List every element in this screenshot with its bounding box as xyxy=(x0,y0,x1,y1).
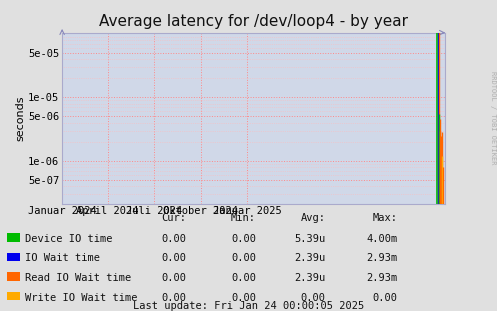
Y-axis label: seconds: seconds xyxy=(15,95,25,141)
Text: 5.39u: 5.39u xyxy=(294,234,326,244)
Text: 4.00m: 4.00m xyxy=(366,234,398,244)
Text: Avg:: Avg: xyxy=(301,213,326,223)
Text: 0.00: 0.00 xyxy=(301,293,326,303)
Text: 2.39u: 2.39u xyxy=(294,273,326,283)
Text: 0.00: 0.00 xyxy=(231,293,256,303)
Title: Average latency for /dev/loop4 - by year: Average latency for /dev/loop4 - by year xyxy=(99,14,408,29)
Text: 2.93m: 2.93m xyxy=(366,253,398,263)
Text: 0.00: 0.00 xyxy=(231,273,256,283)
Text: 0.00: 0.00 xyxy=(162,234,186,244)
Text: 0.00: 0.00 xyxy=(373,293,398,303)
Text: 0.00: 0.00 xyxy=(162,253,186,263)
Text: RRDTOOL / TOBI OETIKER: RRDTOOL / TOBI OETIKER xyxy=(490,72,496,165)
Text: Min:: Min: xyxy=(231,213,256,223)
Text: 0.00: 0.00 xyxy=(162,273,186,283)
Text: Max:: Max: xyxy=(373,213,398,223)
Text: IO Wait time: IO Wait time xyxy=(25,253,100,263)
Text: 0.00: 0.00 xyxy=(162,293,186,303)
Text: Device IO time: Device IO time xyxy=(25,234,112,244)
Text: 2.93m: 2.93m xyxy=(366,273,398,283)
Text: 0.00: 0.00 xyxy=(231,253,256,263)
Text: 0.00: 0.00 xyxy=(231,234,256,244)
Text: 2.39u: 2.39u xyxy=(294,253,326,263)
Text: Write IO Wait time: Write IO Wait time xyxy=(25,293,137,303)
Text: Cur:: Cur: xyxy=(162,213,186,223)
Text: Last update: Fri Jan 24 00:00:05 2025: Last update: Fri Jan 24 00:00:05 2025 xyxy=(133,301,364,311)
Text: Read IO Wait time: Read IO Wait time xyxy=(25,273,131,283)
